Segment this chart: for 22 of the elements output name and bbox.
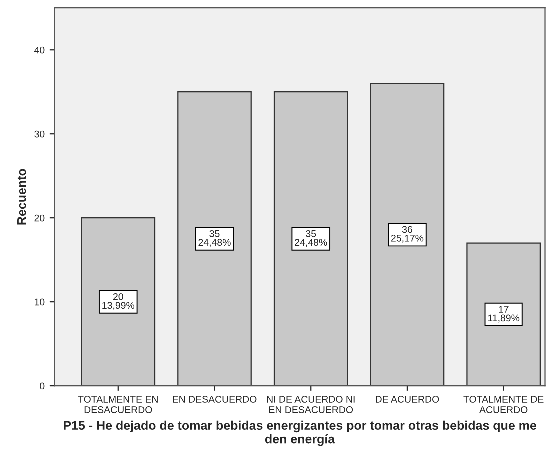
bar bbox=[274, 92, 348, 386]
y-tick-label: 40 bbox=[34, 46, 45, 54]
bar bbox=[81, 218, 156, 386]
x-tick-label: TOTALMENTE EN DESACUERDO bbox=[78, 396, 158, 414]
data-label: 35 24,48% bbox=[198, 230, 231, 248]
y-axis-title: Recuento bbox=[18, 169, 26, 225]
y-tick-label: 20 bbox=[34, 214, 45, 222]
data-label: 17 11,89% bbox=[488, 306, 520, 323]
y-tick-label: 0 bbox=[40, 382, 45, 390]
bar bbox=[370, 83, 445, 386]
data-label: 20 13,99% bbox=[102, 293, 135, 310]
data-label: 35 24,48% bbox=[295, 230, 328, 248]
x-tick-label: TOTALMENTE DE ACUERDO bbox=[464, 396, 544, 414]
x-tick-label: EN DESACUERDO bbox=[173, 396, 257, 403]
x-tick-label: DE ACUERDO bbox=[376, 396, 440, 403]
x-axis-title: P15 - He dejado de tomar bebidas energizantes por tomar otras bebidas que me den energía bbox=[64, 420, 536, 446]
x-tick-label: NI DE ACUERDO NI EN DESACUERDO bbox=[267, 396, 355, 414]
bar bbox=[466, 242, 541, 386]
bar bbox=[178, 92, 252, 386]
y-tick-label: 30 bbox=[34, 130, 45, 138]
data-label: 36 25,17% bbox=[391, 226, 424, 243]
y-tick-label: 10 bbox=[35, 298, 45, 306]
